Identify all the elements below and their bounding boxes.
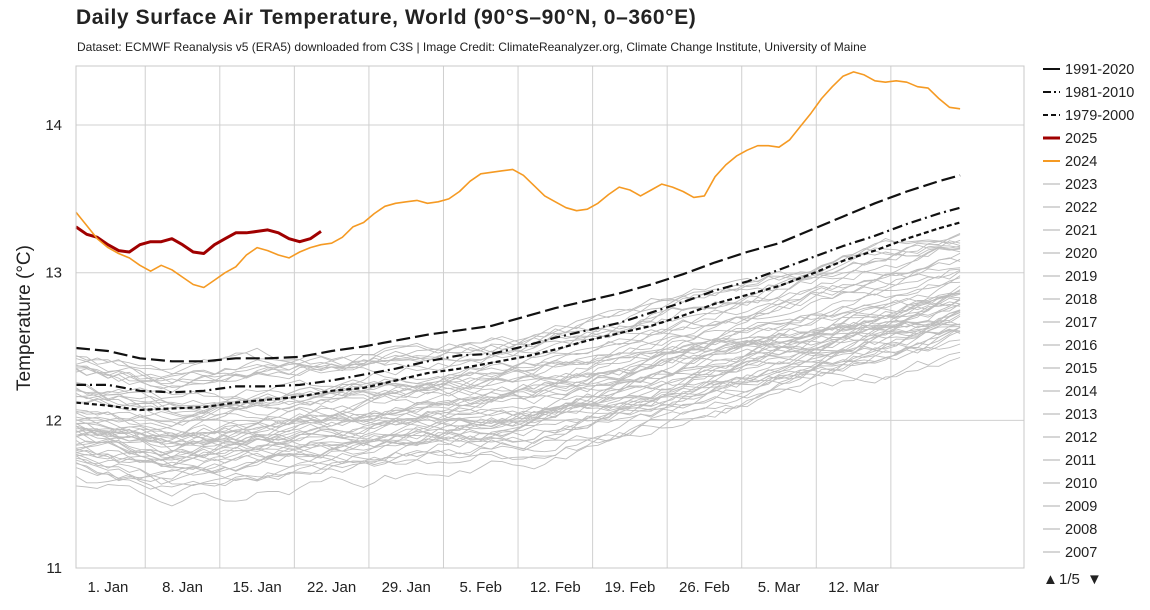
legend-pager: ▲ 1/5 ▼ [1043,571,1102,588]
x-tick-label: 15. Jan [232,579,281,596]
background-year-line [75,292,961,438]
legend-label-2018[interactable]: 2018 [1065,292,1097,308]
background-year-line [75,270,961,415]
background-year-line [75,309,961,448]
plot-frame [75,65,1025,569]
x-tick-label: 12. Mar [828,579,879,596]
x-tick-label: 22. Jan [307,579,356,596]
y-tick-label: 12 [45,412,62,429]
x-tick-label: 8. Jan [162,579,203,596]
y-tick-label: 14 [45,117,62,134]
legend-label-2010[interactable]: 2010 [1065,476,1097,492]
background-year-line [75,330,961,497]
background-year-line [75,240,961,390]
x-tick-label: 19. Feb [604,579,655,596]
series-line-2024 [75,71,961,289]
legend-label-1991-2020[interactable]: 1991-2020 [1065,62,1134,78]
legend-label-1981-2010[interactable]: 1981-2010 [1065,85,1134,101]
background-year-line [75,310,961,444]
legend-label-2024[interactable]: 2024 [1065,154,1097,170]
background-year-line [75,246,961,393]
legend-label-2008[interactable]: 2008 [1065,522,1097,538]
chart-subtitle: Dataset: ECMWF Reanalysis v5 (ERA5) down… [77,40,867,54]
pager-down-icon[interactable]: ▼ [1087,571,1102,588]
background-year-line [75,319,961,467]
series-lines [75,71,961,412]
background-year-line [75,330,961,462]
x-tick-label: 26. Feb [679,579,730,596]
background-year-line [75,351,961,507]
background-year-line [75,321,961,467]
background-year-line [75,239,961,385]
legend-label-2012[interactable]: 2012 [1065,430,1097,446]
y-axis-label: Temperature (°C) [14,245,35,391]
series-line-1981-2010 [76,206,961,394]
x-tick-labels: 1. Jan 8. Jan 15. Jan 22. Jan 29. Jan 5. Feb 1… [88,579,879,596]
legend-label-2013[interactable]: 2013 [1065,407,1097,423]
background-year-line [75,315,961,480]
chart-title: Daily Surface Air Temperature, World (90… [76,6,697,29]
series-line-2025 [75,225,322,255]
y-tick-label: 13 [45,265,62,282]
pager-up-icon[interactable]: ▲ [1043,571,1058,588]
legend-label-2021[interactable]: 2021 [1065,223,1097,239]
background-year-line [75,245,961,388]
background-year-line [75,311,961,461]
background-year-line [75,310,961,449]
legend-label-2014[interactable]: 2014 [1065,384,1097,400]
background-year-line [75,269,961,410]
legend-label-2016[interactable]: 2016 [1065,338,1097,354]
y-tick-labels: 11 12 13 14 [45,117,62,577]
pager-label: 1/5 [1059,571,1080,588]
legend-label-2007[interactable]: 2007 [1065,545,1097,561]
legend-label-2025[interactable]: 2025 [1065,131,1097,147]
background-year-line [75,252,961,401]
legend-label-2022[interactable]: 2022 [1065,200,1097,216]
background-year-line [75,267,961,406]
background-year-line [75,343,961,462]
legend-label-2019[interactable]: 2019 [1065,269,1097,285]
background-year-line [75,312,961,458]
y-tick-label: 11 [46,560,62,577]
series-line-1991-2020 [75,174,961,363]
background-year-line [75,247,961,382]
background-year-line [75,257,961,412]
legend-label-2023[interactable]: 2023 [1065,177,1097,193]
legend-label-1979-2000[interactable]: 1979-2000 [1065,108,1134,124]
legend-label-2020[interactable]: 2020 [1065,246,1097,262]
background-year-lines [75,232,961,507]
background-year-line [75,285,961,433]
legend-label-2009[interactable]: 2009 [1065,499,1097,515]
x-tick-label: 5. Feb [459,579,502,596]
legend-label-2017[interactable]: 2017 [1065,315,1097,331]
x-tick-label: 1. Jan [88,579,129,596]
series-line-1979-2000 [75,221,961,412]
legend: 1991-2020 1981-2010 1979-2000 2025 2024 2023 2… [1043,62,1134,561]
legend-label-2011[interactable]: 2011 [1065,453,1096,469]
background-year-line [75,323,961,460]
background-year-line [75,357,961,490]
x-tick-label: 29. Jan [382,579,431,596]
x-tick-label: 5. Mar [758,579,801,596]
background-year-line [75,326,961,470]
background-year-line [75,326,961,471]
legend-label-2015[interactable]: 2015 [1065,361,1097,377]
x-tick-label: 12. Feb [530,579,581,596]
background-year-line [75,309,961,468]
